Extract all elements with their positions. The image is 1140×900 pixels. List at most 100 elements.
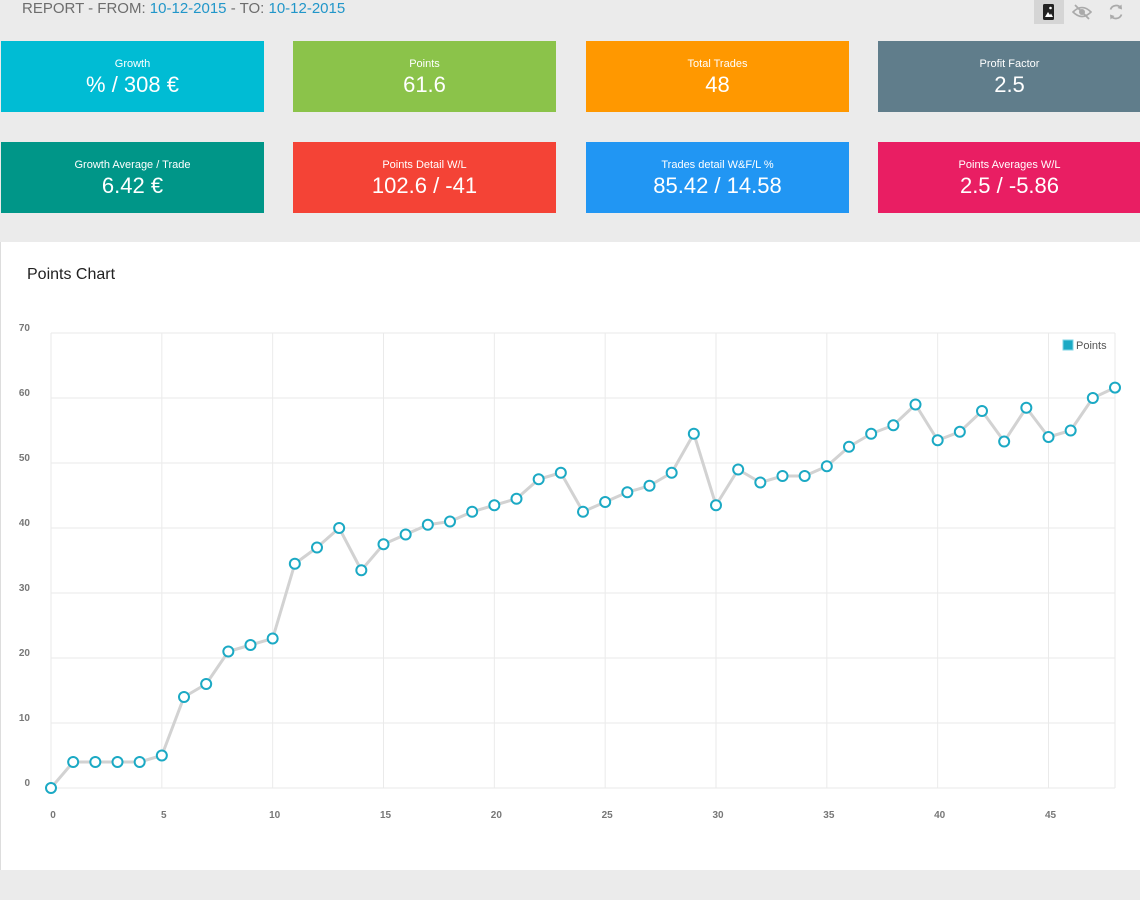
report-prefix: REPORT - FROM: (22, 0, 150, 17)
card-value: 61.6 (403, 72, 446, 97)
data-point (532, 473, 545, 486)
data-point (266, 632, 279, 645)
hide-button[interactable] (1067, 0, 1097, 24)
refresh-button[interactable] (1101, 0, 1131, 24)
data-point (754, 476, 767, 489)
data-point (510, 492, 523, 505)
card-label: Profit Factor (979, 58, 1040, 70)
data-point (178, 691, 190, 703)
data-point (399, 528, 412, 541)
data-point (931, 434, 944, 447)
data-point (288, 557, 301, 570)
card-value: % / 308 € (86, 72, 179, 97)
card-label: Growth Average / Trade (74, 159, 191, 171)
card-label: Total Trades (687, 58, 748, 70)
data-point (488, 499, 501, 512)
chart-title: Points Chart (27, 266, 116, 283)
refresh-icon (1109, 4, 1123, 20)
card-value: 48 (705, 72, 730, 97)
y-tick-label: 10 (19, 713, 31, 724)
y-tick-label: 60 (19, 388, 31, 399)
y-tick-label: 70 (19, 323, 31, 334)
trades-detail-card: Trades detail W&F/L % 85.42 / 14.58 (586, 142, 849, 213)
data-point (67, 756, 80, 768)
data-point (89, 756, 102, 768)
data-point (333, 522, 346, 534)
x-tick-label: 25 (602, 810, 614, 821)
y-tick-label: 0 (24, 778, 30, 789)
data-point (909, 398, 922, 411)
x-tick-label: 20 (491, 810, 503, 821)
x-tick-label: 10 (269, 810, 281, 821)
y-tick-label: 30 (19, 583, 31, 594)
data-point (355, 564, 368, 577)
points-card: Points 61.6 (293, 41, 556, 112)
data-point (665, 466, 678, 479)
data-point (200, 678, 213, 690)
card-label: Growth (114, 58, 151, 70)
data-point (133, 756, 146, 768)
points-averages-card: Points Averages W/L 2.5 / -5.86 (878, 142, 1140, 213)
data-point (953, 425, 966, 438)
data-point (599, 496, 612, 508)
data-point (1109, 381, 1121, 394)
data-point (998, 435, 1011, 448)
x-tick-label: 5 (161, 810, 167, 821)
y-tick-label: 40 (19, 518, 31, 529)
data-point (976, 405, 988, 417)
points-detail-card: Points Detail W/L 102.6 / -41 (293, 142, 556, 213)
x-tick-label: 15 (380, 810, 392, 821)
data-point (776, 470, 789, 482)
data-point (710, 499, 722, 512)
growth-average-card: Growth Average / Trade 6.42 € (1, 142, 264, 213)
card-value: 85.42 / 14.58 (653, 173, 782, 198)
card-label: Points Averages W/L (958, 159, 1061, 171)
card-label: Trades detail W&F/L % (661, 159, 774, 171)
total-trades-card: Total Trades 48 (586, 41, 849, 112)
report-title: REPORT - FROM: 10-12-2015 - TO: 10-12-20… (22, 0, 345, 18)
data-point (1042, 431, 1055, 443)
bookmark-image-button[interactable] (1034, 0, 1064, 24)
data-point (444, 515, 456, 528)
data-point (820, 460, 833, 473)
card-label: Points Detail W/L (382, 159, 467, 171)
x-tick-label: 30 (712, 810, 724, 821)
eye-off-icon (1072, 4, 1092, 20)
card-value: 2.5 (994, 72, 1025, 97)
data-point (311, 541, 323, 554)
card-value: 2.5 / -5.86 (959, 173, 1060, 198)
x-tick-label: 0 (50, 810, 56, 821)
report-separator: - TO: (226, 0, 269, 17)
profit-factor-card: Profit Factor 2.5 (878, 41, 1140, 112)
from-date[interactable]: 10-12-2015 (149, 0, 227, 17)
bookmark-image-icon (1043, 4, 1054, 20)
data-point (798, 470, 811, 482)
x-tick-label: 45 (1045, 810, 1057, 821)
data-point (1020, 401, 1033, 414)
x-tick-label: 35 (823, 810, 835, 821)
y-tick-label: 50 (19, 453, 31, 464)
data-point (843, 440, 855, 453)
data-point (643, 479, 656, 492)
data-point (222, 645, 235, 658)
card-label: Points (409, 58, 440, 70)
data-point (1086, 392, 1099, 404)
data-point (1064, 424, 1077, 437)
data-point (577, 505, 589, 518)
data-point (687, 427, 700, 440)
data-point (111, 756, 124, 768)
data-point (155, 749, 168, 762)
points-chart-panel: Points Chart 0 10 20 30 40 50 60 70 0 5 10 15 20 25 30… (0, 242, 1140, 870)
data-point (865, 427, 878, 440)
data-point (421, 518, 434, 531)
growth-card: Growth % / 308 € (1, 41, 264, 112)
report-header: REPORT - FROM: 10-12-2015 - TO: 10-12-20… (0, 0, 1140, 26)
legend-swatch (1062, 339, 1074, 351)
card-value: 6.42 € (101, 173, 164, 198)
data-point (377, 538, 390, 551)
to-date[interactable]: 10-12-2015 (268, 0, 346, 17)
x-tick-label: 40 (934, 810, 946, 821)
data-point (244, 639, 257, 651)
legend-label: Points (1076, 340, 1107, 352)
data-point (466, 505, 479, 518)
